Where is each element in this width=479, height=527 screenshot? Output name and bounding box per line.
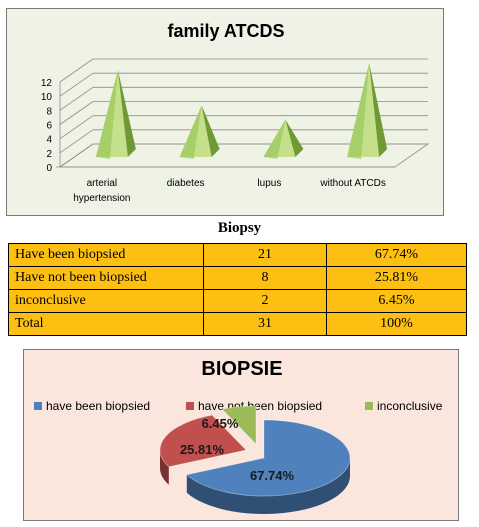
- pyramid-bar: [95, 70, 136, 159]
- legend-swatch: [34, 402, 42, 410]
- family-atcds-plot: family ATCDS 0 2 4 6 8 10 12 arterial hypertensio…: [41, 21, 430, 204]
- pie-slice: [159, 414, 247, 485]
- legend-item: inconclusive: [377, 399, 443, 413]
- table-cell: Have not been biopsied: [8, 266, 204, 290]
- legend-swatch: [365, 402, 373, 410]
- x-tick-label: lupus: [257, 178, 281, 189]
- x-tick-label: arterial: [87, 178, 118, 189]
- pyramid-bar: [263, 119, 304, 159]
- data-label: 6.45%: [202, 416, 239, 431]
- y-tick-label: 4: [46, 135, 52, 146]
- table-cell: 8: [203, 266, 327, 290]
- y-tick-label: 12: [41, 78, 53, 89]
- table-title: Biopsy: [217, 220, 262, 236]
- legend-swatch: [186, 402, 194, 410]
- biopsie-plot: BIOPSIE have been biopsied have not been b…: [34, 358, 443, 514]
- biopsy-table: Have been biopsied 21 67.74% Have not been …: [8, 243, 467, 336]
- biopsie-pie-chart: BIOPSIE have been biopsied have not been b…: [23, 349, 459, 521]
- y-tick-label: 10: [41, 92, 53, 103]
- table-row: Have not been biopsied 8 25.81%: [8, 266, 467, 290]
- x-tick-label: hypertension: [73, 193, 130, 204]
- table-cell: 6.45%: [326, 289, 467, 313]
- table-cell: Total: [8, 312, 204, 336]
- table-row: Total 31 100%: [8, 312, 467, 336]
- data-label: 25.81%: [180, 442, 225, 457]
- y-tick-label: 8: [46, 106, 52, 117]
- chart-title: BIOPSIE: [201, 358, 282, 380]
- y-tick-label: 6: [46, 121, 52, 132]
- pyramid-bar: [179, 105, 220, 159]
- table-cell: 67.74%: [326, 243, 467, 267]
- family-atcds-chart: family ATCDS 0 2 4 6 8 10 12 arterial hypertensio…: [6, 8, 444, 216]
- table-cell: inconclusive: [8, 289, 204, 313]
- table-cell: 100%: [326, 312, 467, 336]
- table-cell: 2: [203, 289, 327, 313]
- x-tick-label: diabetes: [167, 178, 205, 189]
- y-tick-label: 2: [46, 149, 52, 160]
- table-row: inconclusive 2 6.45%: [8, 289, 467, 313]
- pie-slice: [185, 419, 351, 514]
- legend-item: have been biopsied: [46, 399, 150, 413]
- pyramid-bar: [347, 62, 388, 159]
- data-label: 67.74%: [250, 468, 295, 483]
- table-cell: 31: [203, 312, 327, 336]
- table-cell: Have been biopsied: [8, 243, 204, 267]
- y-tick-label: 0: [46, 163, 52, 174]
- table-cell: 25.81%: [326, 266, 467, 290]
- table-cell: 21: [203, 243, 327, 267]
- legend-item: have not been biopsied: [198, 399, 322, 413]
- table-row: Have been biopsied 21 67.74%: [8, 243, 467, 267]
- chart-title: family ATCDS: [167, 21, 284, 41]
- x-tick-label: without ATCDs: [319, 178, 385, 189]
- pie-slice: [221, 405, 257, 445]
